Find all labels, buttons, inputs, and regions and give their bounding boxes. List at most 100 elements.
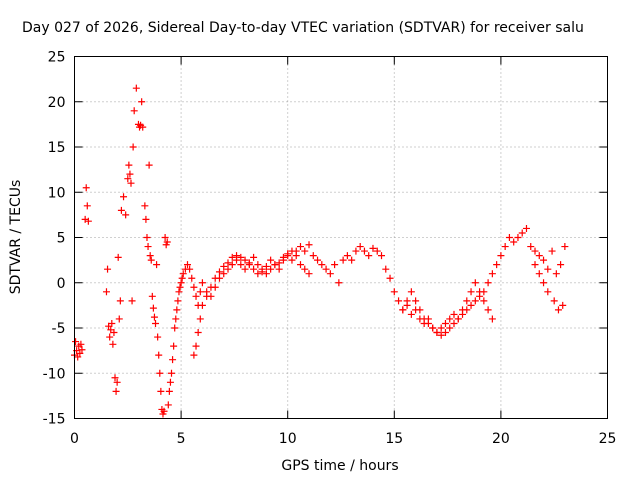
data-point — [292, 252, 300, 260]
data-point — [116, 297, 124, 305]
data-point — [412, 297, 420, 305]
data-point — [233, 252, 241, 260]
data-point — [254, 261, 262, 269]
data-point — [501, 243, 509, 251]
data-point — [207, 283, 215, 291]
data-point — [192, 342, 200, 350]
y-tick-label: -10 — [43, 366, 66, 382]
data-point — [275, 265, 283, 273]
data-point — [288, 247, 296, 255]
data-point — [390, 288, 398, 296]
data-point — [81, 215, 89, 223]
data-point — [467, 301, 475, 309]
data-point — [360, 247, 368, 255]
data-point — [518, 229, 526, 237]
x-tick-label: 0 — [70, 431, 79, 447]
data-point — [175, 288, 183, 296]
data-point — [245, 261, 253, 269]
y-tick-label: 5 — [57, 231, 66, 247]
data-point — [198, 301, 206, 309]
data-point — [335, 279, 343, 287]
data-point — [141, 202, 149, 210]
x-tick-label: 10 — [279, 431, 297, 447]
data-point — [416, 306, 424, 314]
data-point — [171, 324, 179, 332]
data-point — [540, 279, 548, 287]
data-point — [153, 261, 161, 269]
data-point — [130, 107, 138, 115]
data-point — [339, 256, 347, 264]
data-point — [322, 265, 330, 273]
data-point — [83, 202, 91, 210]
data-point — [365, 252, 373, 260]
x-tick-label: 5 — [177, 431, 186, 447]
data-point — [147, 256, 155, 264]
plot-frame — [74, 56, 608, 419]
data-point — [108, 319, 116, 327]
data-point — [124, 175, 132, 183]
data-point — [544, 288, 552, 296]
data-point — [190, 283, 198, 291]
data-point — [106, 333, 114, 341]
data-point — [352, 247, 360, 255]
data-point — [522, 224, 530, 232]
data-point — [143, 234, 151, 241]
data-point — [173, 306, 181, 314]
data-point — [441, 319, 449, 327]
data-point — [211, 274, 219, 282]
data-point — [267, 265, 275, 273]
data-point — [172, 315, 180, 323]
data-point — [314, 256, 322, 264]
data-point — [113, 378, 121, 386]
data-point — [467, 288, 475, 296]
data-point — [114, 253, 122, 261]
data-point — [275, 259, 283, 267]
data-point — [407, 288, 415, 296]
data-point — [196, 288, 204, 296]
data-point — [155, 351, 163, 359]
data-point — [262, 270, 270, 278]
data-point — [497, 252, 505, 260]
data-point — [149, 304, 157, 312]
data-point — [250, 265, 258, 273]
data-points — [71, 84, 569, 418]
data-point — [459, 306, 467, 314]
data-point — [331, 261, 339, 269]
data-point — [301, 247, 309, 255]
data-point — [407, 310, 415, 318]
data-point — [112, 387, 120, 395]
data-point — [194, 329, 202, 337]
data-point — [164, 401, 172, 409]
data-point — [514, 234, 522, 241]
data-point — [146, 252, 154, 260]
data-point — [403, 297, 411, 305]
data-point — [271, 261, 279, 269]
data-point — [237, 261, 245, 269]
data-point — [399, 306, 407, 314]
data-point — [125, 161, 133, 169]
data-point — [145, 161, 153, 169]
data-point — [110, 329, 118, 337]
data-point — [505, 234, 513, 241]
data-point — [127, 179, 135, 187]
data-point — [139, 123, 147, 131]
data-point — [163, 238, 171, 246]
data-point — [78, 346, 86, 354]
data-point — [166, 378, 174, 386]
data-point — [183, 261, 191, 269]
data-point — [309, 252, 317, 260]
data-point — [267, 256, 275, 264]
data-point — [471, 279, 479, 287]
data-point — [76, 349, 84, 357]
data-point — [220, 270, 228, 278]
y-tick-label: 20 — [48, 95, 66, 111]
data-point — [104, 265, 112, 273]
data-point — [343, 252, 351, 260]
data-point — [510, 238, 518, 246]
data-point — [296, 243, 304, 251]
data-point — [284, 250, 292, 258]
data-point — [109, 340, 117, 348]
data-point — [420, 315, 428, 323]
data-point — [179, 270, 187, 278]
data-point — [122, 211, 130, 219]
